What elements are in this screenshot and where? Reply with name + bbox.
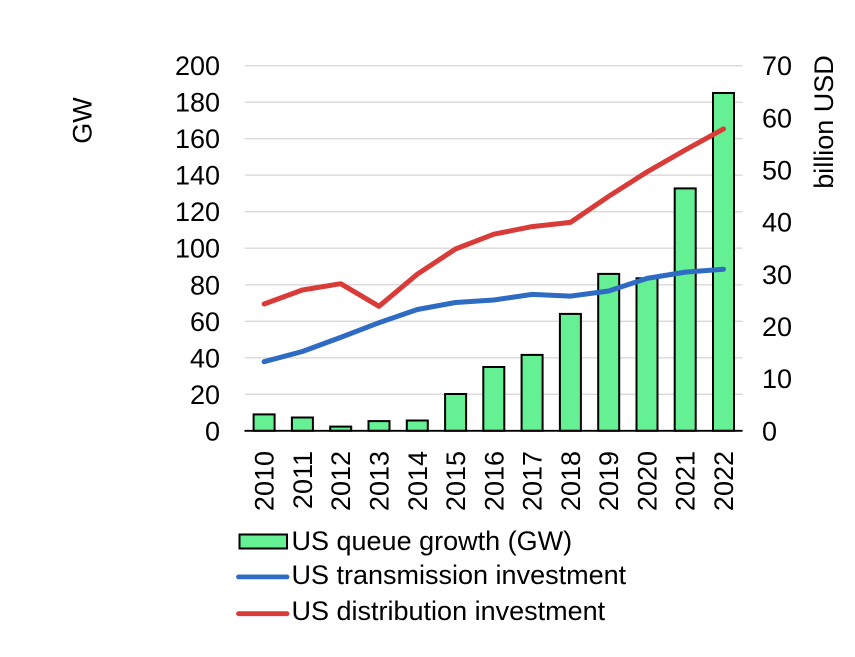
svg-text:billion USD: billion USD <box>809 55 839 189</box>
svg-text:2011: 2011 <box>288 451 318 509</box>
svg-text:50: 50 <box>762 155 792 185</box>
svg-text:20: 20 <box>190 380 220 410</box>
svg-text:US distribution investment: US distribution investment <box>292 596 606 626</box>
svg-text:2010: 2010 <box>250 451 280 511</box>
svg-text:60: 60 <box>762 103 792 133</box>
svg-text:2021: 2021 <box>671 451 701 511</box>
svg-text:US transmission investment: US transmission investment <box>292 560 627 590</box>
svg-text:140: 140 <box>175 161 220 191</box>
svg-text:70: 70 <box>762 51 792 81</box>
svg-text:30: 30 <box>762 260 792 290</box>
svg-text:100: 100 <box>175 234 220 264</box>
svg-text:0: 0 <box>205 416 220 446</box>
svg-text:2018: 2018 <box>556 451 586 511</box>
svg-text:GW: GW <box>67 97 97 144</box>
svg-text:180: 180 <box>175 88 220 118</box>
svg-text:2022: 2022 <box>709 451 739 511</box>
svg-text:2019: 2019 <box>594 451 624 511</box>
svg-text:10: 10 <box>762 364 792 394</box>
svg-text:60: 60 <box>190 307 220 337</box>
svg-text:120: 120 <box>175 197 220 227</box>
svg-text:0: 0 <box>762 416 777 446</box>
svg-text:2017: 2017 <box>518 451 548 511</box>
svg-text:40: 40 <box>762 208 792 238</box>
svg-text:20: 20 <box>762 312 792 342</box>
svg-text:200: 200 <box>175 51 220 81</box>
svg-text:2014: 2014 <box>403 451 433 511</box>
svg-text:160: 160 <box>175 124 220 154</box>
svg-text:80: 80 <box>190 270 220 300</box>
svg-text:2020: 2020 <box>632 451 662 511</box>
svg-text:2016: 2016 <box>479 451 509 511</box>
svg-text:40: 40 <box>190 343 220 373</box>
svg-text:US queue growth (GW): US queue growth (GW) <box>292 526 573 556</box>
svg-text:2015: 2015 <box>441 451 471 511</box>
svg-text:2013: 2013 <box>364 451 394 511</box>
svg-text:2012: 2012 <box>326 451 356 511</box>
